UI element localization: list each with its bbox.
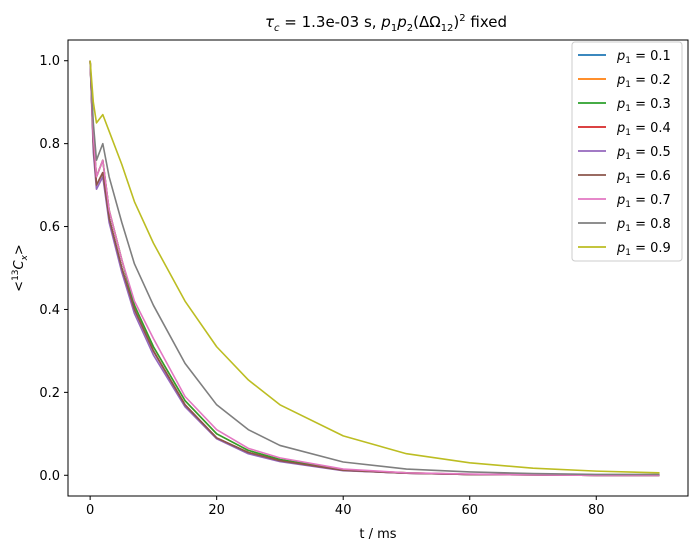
legend: p1 = 0.1 p1 = 0.2 p1 = 0.3 p1 = 0.4 p1 = 0.5… xyxy=(571,41,683,262)
chart-title: τc = 1.3e-03 s, p1p2(ΔΩ12)2 fixed xyxy=(265,13,507,34)
legend-label-4: p1 = 0.4 xyxy=(616,121,671,138)
y-tick-label: 0.6 xyxy=(39,220,60,235)
y-tick-label: 0.4 xyxy=(39,303,60,318)
legend-label-3: p1 = 0.3 xyxy=(616,97,671,114)
legend-label-6: p1 = 0.6 xyxy=(616,169,671,186)
y-tick-label: 0.2 xyxy=(39,386,60,401)
legend-label-2: p1 = 0.2 xyxy=(616,73,671,90)
series-layer xyxy=(89,60,660,477)
legend-label-5: p1 = 0.5 xyxy=(616,145,671,162)
legend-label-8: p1 = 0.8 xyxy=(616,217,671,234)
y-tick-label: 0.8 xyxy=(39,137,60,152)
y-tick-label: 0.0 xyxy=(39,469,60,484)
plot-area xyxy=(67,39,689,497)
x-tick-label: 40 xyxy=(335,503,352,518)
y-axis-label: <13Cx> xyxy=(11,244,30,292)
x-axis-ticks: 0 20 40 60 80 xyxy=(86,496,605,518)
legend-label-9: p1 = 0.9 xyxy=(616,241,671,258)
legend-label-1: p1 = 0.1 xyxy=(616,49,671,66)
x-tick-label: 0 xyxy=(86,503,94,518)
y-tick-label: 1.0 xyxy=(39,54,60,69)
x-tick-label: 80 xyxy=(588,503,605,518)
series-line-8 xyxy=(89,60,660,476)
x-tick-label: 60 xyxy=(461,503,478,518)
legend-box xyxy=(571,41,683,262)
legend-label-7: p1 = 0.7 xyxy=(616,193,671,210)
x-axis-label: t / ms xyxy=(359,527,396,542)
series-line-9 xyxy=(89,60,660,474)
x-tick-label: 20 xyxy=(208,503,225,518)
series-line-7 xyxy=(89,60,660,477)
plot-frame xyxy=(67,39,689,497)
y-axis-ticks: 0.0 0.2 0.4 0.6 0.8 1.0 xyxy=(39,54,68,484)
